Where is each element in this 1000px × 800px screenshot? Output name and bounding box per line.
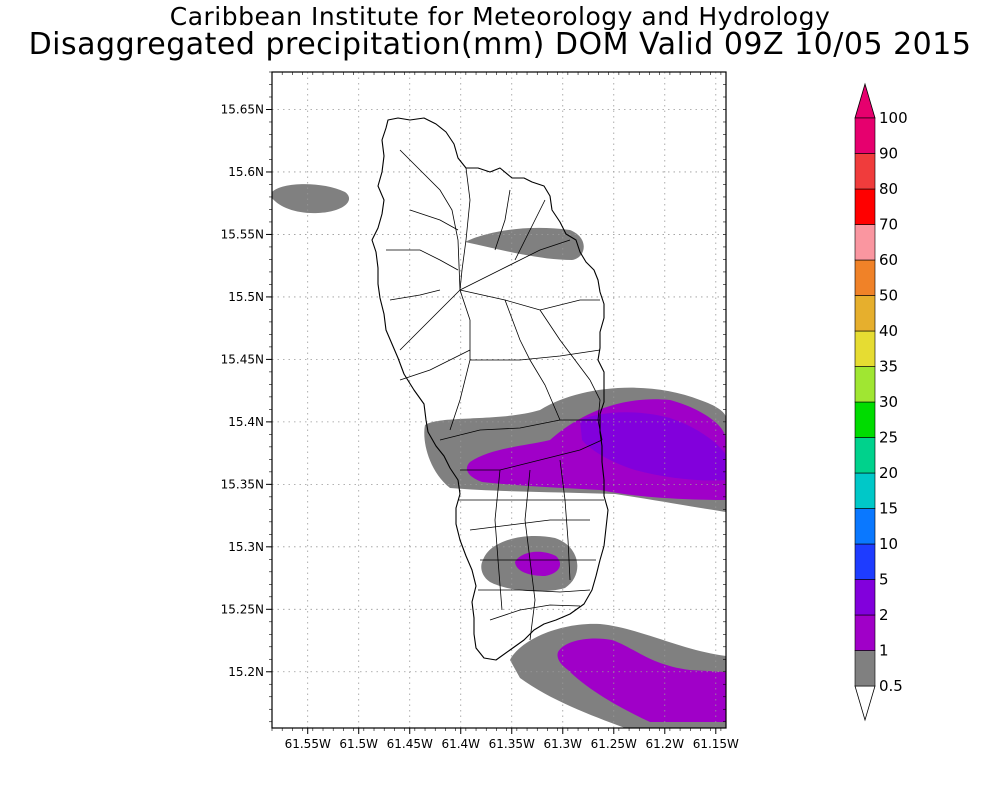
lon-tick-label: 61.35W — [489, 737, 535, 751]
lat-tick-label: 15.65N — [221, 102, 264, 116]
colorbar-label: 35 — [879, 358, 898, 376]
colorbar-label: 40 — [879, 322, 898, 340]
colorbar-label: 50 — [879, 287, 898, 305]
colorbar-swatch — [854, 437, 876, 474]
colorbar-swatch — [854, 472, 876, 509]
colorbar-label: 70 — [879, 216, 898, 234]
colorbar-label: 80 — [879, 180, 898, 198]
colorbar-swatch — [854, 295, 876, 332]
lat-tick-label: 15.35N — [221, 477, 264, 491]
colorbar-swatch — [854, 153, 876, 190]
colorbar-above-triangle — [854, 82, 876, 119]
lat-tick-label: 15.55N — [221, 227, 264, 241]
colorbar-swatch — [854, 117, 876, 154]
lat-tick-label: 15.4N — [228, 415, 264, 429]
colorbar-swatch — [854, 224, 876, 261]
title-line-2: Disaggregated precipitation(mm) DOM Vali… — [28, 27, 972, 62]
lon-tick-label: 61.4W — [441, 737, 480, 751]
title-line-1: Caribbean Institute for Meteorology and … — [169, 2, 831, 31]
lat-tick-label: 15.25N — [221, 602, 264, 616]
colorbar-label: 1 — [879, 642, 889, 660]
colorbar — [854, 82, 876, 722]
colorbar-label: 100 — [879, 109, 908, 127]
lat-tick-label: 15.3N — [228, 540, 264, 554]
colorbar-label: 60 — [879, 251, 898, 269]
colorbar-below-triangle — [854, 685, 876, 722]
axis-ticks — [266, 71, 726, 734]
colorbar-label: 5 — [879, 571, 889, 589]
lon-tick-label: 61.5W — [339, 737, 378, 751]
colorbar-label: 25 — [879, 429, 898, 447]
longitude-tick-labels: 61.55W 61.5W 61.45W 61.4W 61.35W 61.3W 61.25W 6… — [285, 737, 739, 751]
colorbar-swatch — [854, 401, 876, 438]
colorbar-swatch — [854, 579, 876, 616]
precip-layer-2 — [580, 412, 726, 481]
lat-tick-label: 15.2N — [228, 665, 264, 679]
lon-tick-label: 61.15W — [693, 737, 739, 751]
colorbar-swatch — [854, 543, 876, 580]
lon-tick-label: 61.3W — [543, 737, 582, 751]
colorbar-label: 15 — [879, 500, 898, 518]
colorbar-swatch — [854, 508, 876, 545]
colorbar-swatch — [854, 188, 876, 225]
colorbar-swatch — [854, 366, 876, 403]
lon-tick-label: 61.2W — [645, 737, 684, 751]
colorbar-swatch — [854, 650, 876, 687]
latitude-tick-labels: 15.65N 15.6N 15.55N 15.5N 15.45N 15.4N 15.35N 1… — [221, 102, 264, 678]
gridlines — [272, 72, 726, 728]
lon-tick-label: 61.55W — [285, 737, 331, 751]
interior-boundaries — [386, 149, 604, 641]
lat-tick-label: 15.45N — [221, 352, 264, 366]
colorbar-label: 20 — [879, 464, 898, 482]
colorbar-swatch — [854, 330, 876, 367]
lon-tick-label: 61.45W — [387, 737, 433, 751]
lon-tick-label: 61.25W — [591, 737, 637, 751]
lat-tick-label: 15.6N — [228, 165, 264, 179]
colorbar-label: 90 — [879, 145, 898, 163]
plot-border — [271, 71, 727, 729]
lat-tick-label: 15.5N — [228, 290, 264, 304]
colorbar-label: 10 — [879, 535, 898, 553]
colorbar-label: 30 — [879, 393, 898, 411]
colorbar-label: 0.5 — [879, 677, 903, 695]
colorbar-label: 2 — [879, 606, 889, 624]
colorbar-swatch — [854, 259, 876, 296]
colorbar-swatch — [854, 614, 876, 651]
island-outline — [371, 117, 609, 661]
